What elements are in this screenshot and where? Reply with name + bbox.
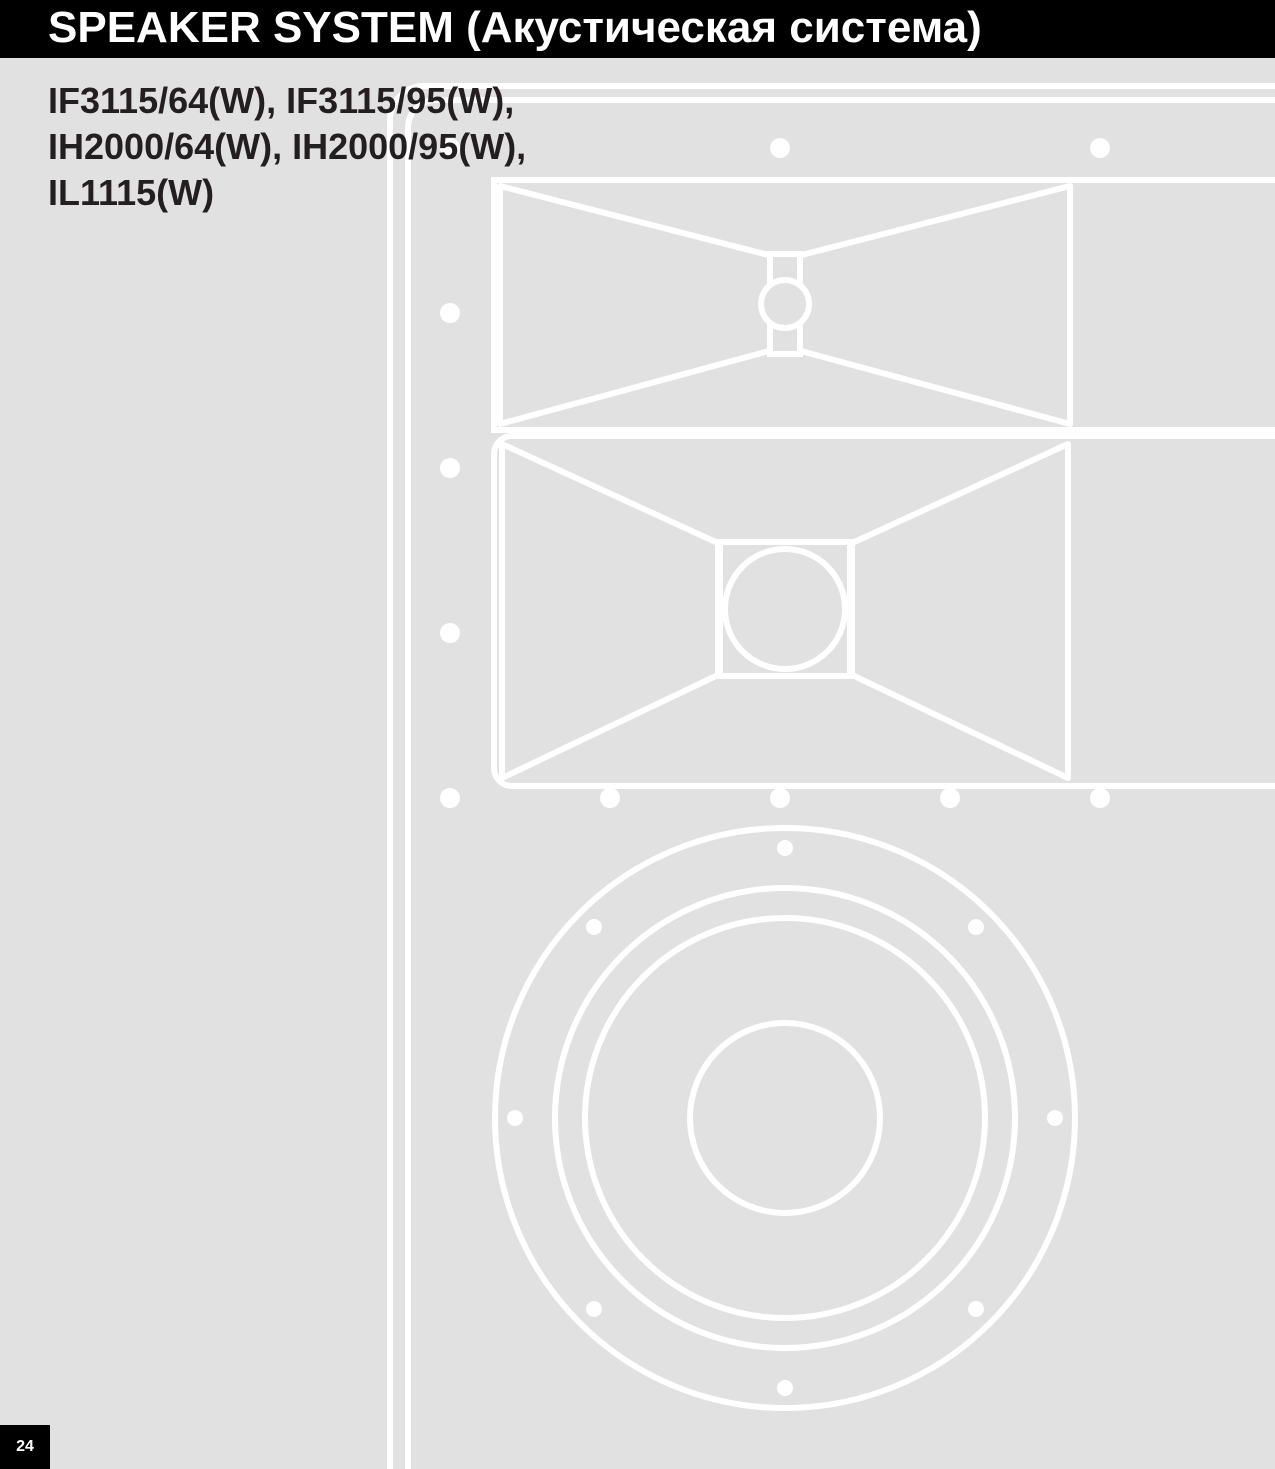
model-line-3: IL1115(W) <box>48 170 526 216</box>
header-title: SPEAKER SYSTEM (Акустическая система) <box>48 3 982 52</box>
page-number: 24 <box>16 1438 34 1456</box>
model-line-2: IH2000/64(W), IH2000/95(W), <box>48 124 526 170</box>
page-header: SPEAKER SYSTEM (Акустическая система) <box>0 0 1275 58</box>
speaker-diagram <box>0 58 1275 1469</box>
model-line-1: IF3115/64(W), IF3115/95(W), <box>48 78 526 124</box>
page-number-badge: 24 <box>0 1425 50 1469</box>
model-numbers: IF3115/64(W), IF3115/95(W), IH2000/64(W)… <box>48 78 526 216</box>
